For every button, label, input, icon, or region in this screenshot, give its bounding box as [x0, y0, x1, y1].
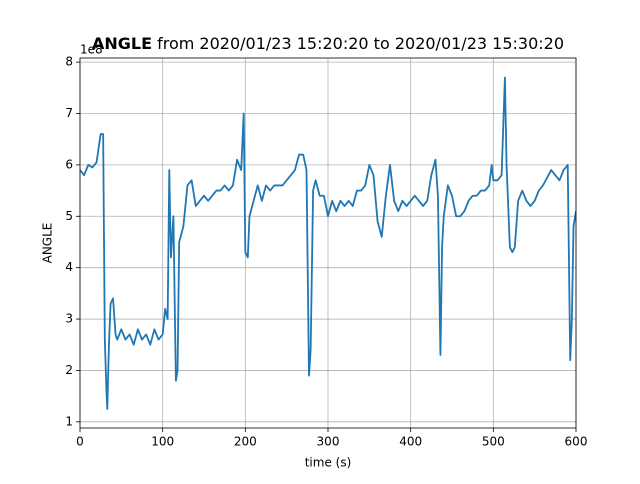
- y-axis-label: ANGLE: [41, 223, 55, 264]
- x-tick-label: 400: [399, 435, 422, 449]
- y-tick-label: 8: [65, 55, 73, 69]
- y-tick-label: 1: [65, 414, 73, 428]
- x-tick-label: 600: [565, 435, 588, 449]
- title-bold: ANGLE: [92, 34, 152, 53]
- x-tick-label: 200: [234, 435, 257, 449]
- axes-frame: [79, 57, 577, 429]
- y-tick-label: 7: [65, 106, 73, 120]
- y-tick-label: 2: [65, 363, 73, 377]
- title-rest: from 2020/01/23 15:20:20 to 2020/01/23 1…: [157, 34, 564, 53]
- y-tick-label: 4: [65, 260, 73, 274]
- chart-title: ANGLE from 2020/01/23 15:20:20 to 2020/0…: [92, 34, 564, 53]
- data-line: [80, 76, 576, 410]
- x-tick-label: 300: [317, 435, 340, 449]
- y-tick-label: 3: [65, 312, 73, 326]
- x-tick-label: 500: [482, 435, 505, 449]
- y-tick-label: 6: [65, 157, 73, 171]
- x-axis-label: time (s): [305, 456, 352, 470]
- x-tick-label: 0: [76, 435, 84, 449]
- x-tick-label: 100: [151, 435, 174, 449]
- y-offset-label: 1e8: [80, 43, 103, 57]
- y-tick-label: 5: [65, 209, 73, 223]
